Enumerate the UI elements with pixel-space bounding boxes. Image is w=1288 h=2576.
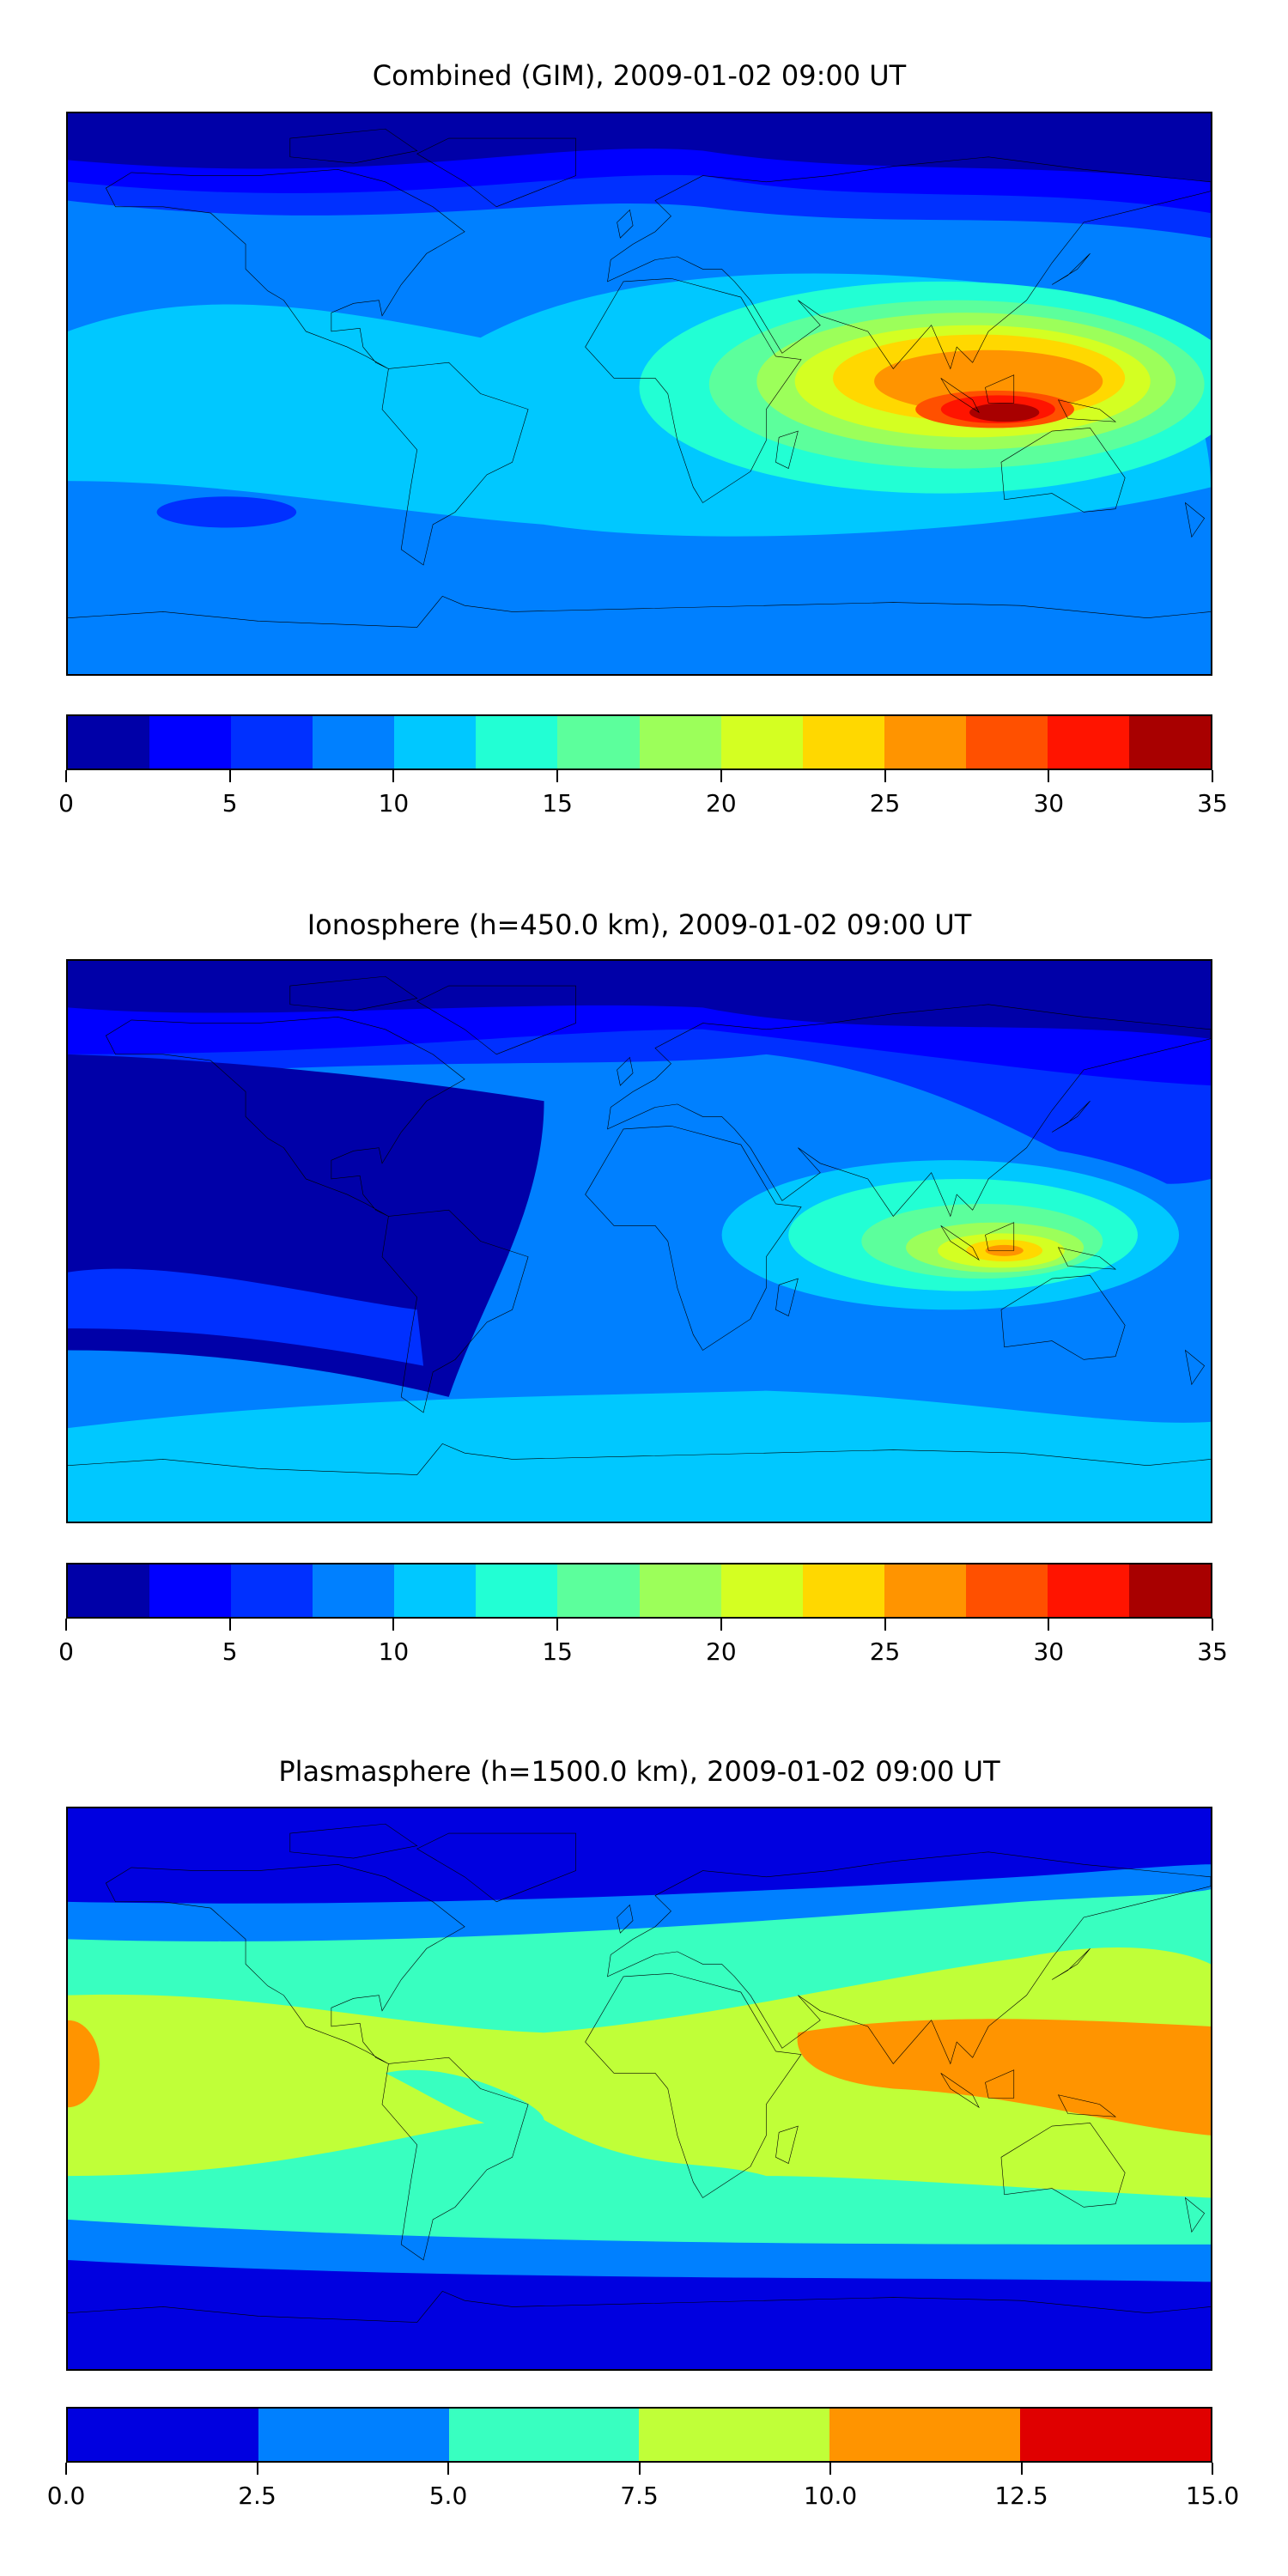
colorbar-segment [802,1564,884,1617]
colorbar-segment [639,2409,830,2461]
colorbar-segment [149,716,232,769]
colorbar-tick-label: 0.0 [46,2482,86,2510]
colorbar-segment [394,716,477,769]
colorbar-segment [231,716,313,769]
colorbar-tick-label: 5.0 [428,2482,468,2510]
colorbar-segment [557,716,640,769]
colorbar-tick-label: 20 [706,1637,737,1666]
plasmasphere-map-title: Plasmasphere (h=1500.0 km), 2009-01-02 0… [278,1755,1000,1788]
field-level-5-blob [156,496,297,528]
colorbar-tick-label: 25 [869,789,901,817]
ionosphere-tec-map [66,959,1212,1523]
colorbar-tick-mark [65,770,67,782]
colorbar-tick-label: 15 [542,1637,573,1666]
colorbar-segment [884,716,966,769]
colorbar-segment [965,1564,1048,1617]
combined-tec-map [66,112,1212,676]
colorbar-tick-label: 35 [1197,1637,1228,1666]
colorbar-tick-mark [392,1619,395,1631]
combined-colorbar [66,714,1212,770]
colorbar-tick-mark [1048,1619,1050,1631]
colorbar-tick-label: 10 [378,1637,410,1666]
field-level-32_5 [969,403,1040,422]
colorbar-segment [1020,2409,1211,2461]
colorbar-tick-label: 7.5 [620,2482,659,2510]
colorbar-tick-label: 10 [378,789,410,817]
ionosphere-colorbar [66,1563,1212,1619]
colorbar-segment [1047,1564,1130,1617]
colorbar-tick-label: 15.0 [1185,2482,1240,2510]
colorbar-tick-mark [1020,2463,1023,2475]
colorbar-tick-label: 20 [706,789,737,817]
colorbar-tick-mark [720,770,722,782]
colorbar-tick-label: 35 [1197,789,1228,817]
colorbar-segment [476,716,558,769]
colorbar-tick-mark [1048,770,1050,782]
colorbar-tick-label: 30 [1033,1637,1065,1666]
plasmasphere-colorbar-ticks: 0.0 2.5 5.0 7.5 10.0 12.5 15.0 [47,2463,1239,2514]
colorbar-tick-mark [884,770,886,782]
combined-map-title: Combined (GIM), 2009-01-02 09:00 UT [372,59,907,92]
colorbar-tick-label: 25 [869,1637,901,1666]
colorbar-segment [557,1564,640,1617]
colorbar-tick-mark [556,770,559,782]
colorbar-tick-label: 30 [1033,789,1065,817]
colorbar-tick-label: 0 [58,789,74,817]
colorbar-tick-mark [829,2463,831,2475]
combined-colorbar-ticks: 0 5 10 15 20 25 30 35 [58,770,1228,822]
colorbar-segment [394,1564,477,1617]
colorbar-segment [720,1564,803,1617]
colorbar-tick-mark [65,2463,67,2475]
colorbar-segment [68,1564,150,1617]
colorbar-tick-mark [392,770,395,782]
field-level-7_5 [68,1947,1211,2198]
colorbar-tick-mark [720,1619,722,1631]
colorbar-segment [884,1564,966,1617]
colorbar-segment [313,716,395,769]
colorbar-tick-label: 5 [222,1637,238,1666]
colorbar-segment [68,716,150,769]
colorbar-tick-mark [1212,2463,1213,2475]
colorbar-tick-mark [1212,1619,1213,1631]
colorbar-segment [639,1564,721,1617]
colorbar-segment [1129,716,1212,769]
colorbar-segment [965,716,1048,769]
colorbar-tick-mark [256,2463,258,2475]
colorbar-segment [476,1564,558,1617]
colorbar-tick-mark [65,1619,67,1631]
colorbar-tick-mark [556,1619,559,1631]
colorbar-segment [829,2409,1021,2461]
plasmasphere-tec-map [66,1807,1212,2371]
colorbar-segment [1047,716,1130,769]
colorbar-segment [720,716,803,769]
colorbar-segment [258,2409,449,2461]
field-level-0 [68,961,1211,1039]
colorbar-tick-mark [228,1619,231,1631]
colorbar-tick-mark [228,770,231,782]
colorbar-tick-label: 0 [58,1637,74,1666]
field-level-0 [68,113,1211,182]
colorbar-segment [1129,1564,1212,1617]
colorbar-tick-mark [884,1619,886,1631]
colorbar-tick-label: 15 [542,789,573,817]
colorbar-tick-label: 2.5 [238,2482,276,2510]
colorbar-segment [313,1564,395,1617]
colorbar-tick-label: 12.5 [994,2482,1048,2510]
colorbar-tick-mark [1212,770,1213,782]
colorbar-segment [448,2409,640,2461]
colorbar-tick-label: 10.0 [803,2482,858,2510]
colorbar-tick-label: 5 [222,789,238,817]
colorbar-tick-mark [447,2463,449,2475]
ionosphere-colorbar-ticks: 0 5 10 15 20 25 30 35 [58,1619,1228,1670]
plasmasphere-colorbar [66,2407,1212,2463]
colorbar-segment [149,1564,232,1617]
colorbar-tick-mark [638,2463,641,2475]
field-level-10 [797,2019,1211,2136]
colorbar-segment [802,716,884,769]
colorbar-segment [68,2409,258,2461]
colorbar-segment [639,716,721,769]
colorbar-segment [231,1564,313,1617]
ionosphere-map-title: Ionosphere (h=450.0 km), 2009-01-02 09:0… [307,908,972,941]
